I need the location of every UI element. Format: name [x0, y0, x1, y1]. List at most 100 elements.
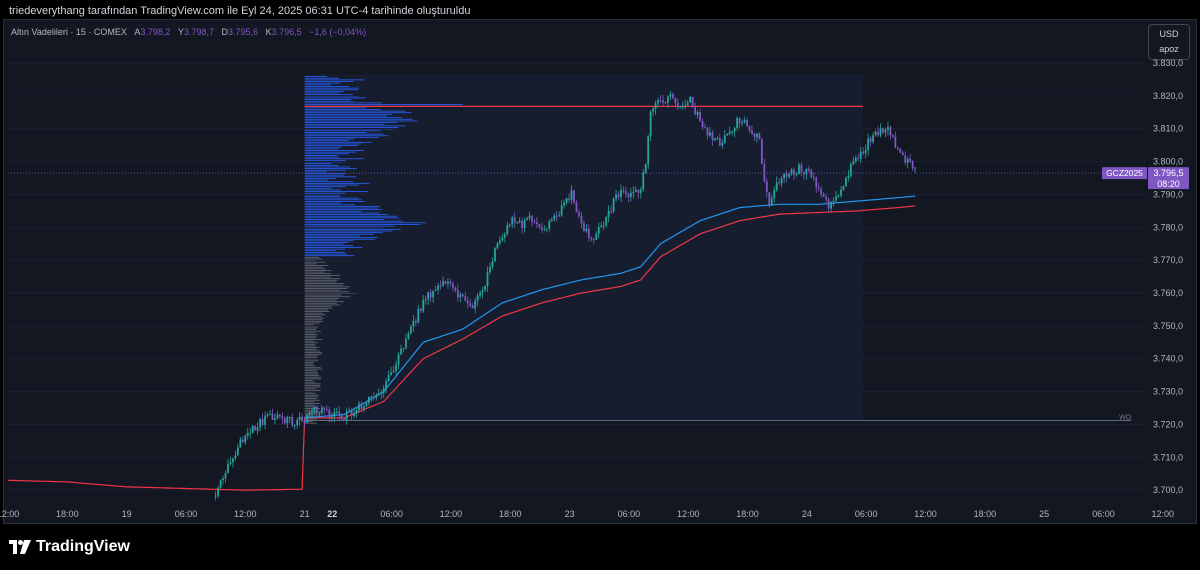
- candle-body: [741, 122, 744, 124]
- volume-profile-bar-gray: [304, 311, 330, 312]
- candle-body: [696, 112, 699, 115]
- candle-body: [612, 198, 615, 212]
- candle-body: [414, 320, 417, 323]
- candle-body: [484, 286, 486, 291]
- volume-profile-bar-gray: [304, 366, 321, 368]
- volume-profile-bar-gray: [304, 322, 320, 324]
- candle-body: [889, 127, 892, 136]
- volume-profile-bar-gray: [304, 270, 332, 271]
- candle-body: [644, 164, 647, 173]
- candle-body: [610, 210, 613, 212]
- volume-profile-bar-gray: [304, 329, 317, 331]
- candle-body: [901, 152, 904, 156]
- x-axis-tick-label: 19: [122, 509, 132, 519]
- candle-body: [812, 177, 815, 179]
- volume-profile-bar-gray: [304, 261, 326, 263]
- volume-profile-bar: [304, 141, 372, 143]
- volume-profile-bar-gray: [304, 345, 316, 347]
- candle-body: [689, 96, 692, 103]
- candle-body: [434, 289, 437, 291]
- candle-body: [805, 168, 808, 175]
- volume-profile-bar: [304, 248, 345, 250]
- candle-body: [328, 409, 331, 418]
- volume-profile-bar: [304, 219, 384, 220]
- candle-body: [590, 237, 593, 240]
- volume-profile-bar-gray: [304, 375, 320, 377]
- volume-profile-bar: [304, 120, 418, 122]
- candle-body: [751, 130, 753, 134]
- y-axis-tick-label: 3.800,0: [1153, 157, 1183, 167]
- candle-body: [657, 100, 659, 104]
- candle-body: [625, 191, 627, 194]
- candle-body: [817, 187, 820, 189]
- candle-body: [859, 151, 862, 159]
- candle-body: [896, 147, 899, 149]
- volume-profile-bar-gray: [304, 347, 320, 349]
- volume-profile-bar: [304, 110, 406, 112]
- candle-body: [355, 409, 358, 414]
- volume-profile-bar: [304, 89, 359, 91]
- ticker-badge[interactable]: [1102, 167, 1147, 180]
- volume-profile-bar: [304, 159, 346, 161]
- candle-body: [521, 220, 524, 228]
- volume-profile-bar: [304, 130, 381, 132]
- candle-body: [367, 396, 370, 403]
- currency-selector[interactable]: USD apoz: [1148, 24, 1190, 60]
- candle-body: [877, 131, 879, 136]
- brand-name: TradingView: [36, 538, 130, 555]
- candle-body: [348, 410, 350, 412]
- candle-body: [397, 354, 400, 365]
- x-axis-tick-label: 21: [300, 509, 310, 519]
- candle-body: [244, 435, 247, 443]
- candle-body: [756, 133, 758, 138]
- ticker-badge-label: GCZ2025: [1106, 168, 1143, 178]
- candle-body: [274, 418, 276, 420]
- volume-profile-bar-gray: [304, 268, 326, 270]
- volume-profile-bar: [304, 76, 327, 78]
- volume-profile-bar-gray: [304, 320, 324, 322]
- candle-body: [469, 303, 472, 306]
- candle-body: [508, 224, 511, 226]
- volume-profile-bar-gray: [304, 258, 322, 260]
- candle-body: [266, 414, 269, 417]
- candle-body: [439, 285, 442, 287]
- y-axis-tick-label: 3.730,0: [1153, 387, 1183, 397]
- candle-body: [345, 411, 348, 421]
- candle-body: [659, 100, 662, 102]
- candle-body: [214, 495, 217, 497]
- candle-body: [417, 308, 420, 323]
- volume-profile-bar-gray: [304, 343, 316, 345]
- volume-profile-bar: [304, 171, 327, 173]
- volume-profile-bar: [304, 100, 353, 102]
- candle-body: [489, 267, 491, 273]
- volume-profile-bar-gray: [304, 355, 319, 357]
- candle-body: [533, 221, 536, 223]
- volume-profile-bar: [304, 197, 359, 199]
- candle-body: [409, 326, 412, 334]
- candle-body: [232, 458, 234, 463]
- candle-body: [783, 173, 786, 179]
- candle-body: [321, 407, 323, 413]
- y-axis-tick-label: 3.760,0: [1153, 288, 1183, 298]
- candle-body: [733, 128, 736, 132]
- candle-body: [842, 186, 845, 190]
- volume-profile-bar-gray: [304, 314, 326, 316]
- volume-profile-bar: [304, 189, 341, 191]
- y-axis-tick-label: 3.740,0: [1153, 354, 1183, 364]
- candle-body: [743, 119, 746, 123]
- volume-profile-bar: [304, 90, 345, 92]
- volume-profile-bar: [304, 205, 381, 207]
- last-price-label: 3.796,5: [1153, 168, 1183, 178]
- candle-body: [676, 103, 679, 108]
- candle-body: [303, 420, 306, 423]
- volume-profile-bar: [304, 117, 402, 119]
- volume-profile-bar-gray: [304, 409, 314, 411]
- candle-body: [407, 333, 410, 339]
- candle-body: [662, 100, 664, 103]
- candle-body: [464, 296, 467, 301]
- candle-body: [380, 392, 383, 394]
- candle-body: [629, 192, 632, 197]
- legend-symbol[interactable]: Altın Vadelileri · 15 · COMEX: [11, 27, 127, 37]
- volume-profile-bar-gray: [304, 334, 318, 335]
